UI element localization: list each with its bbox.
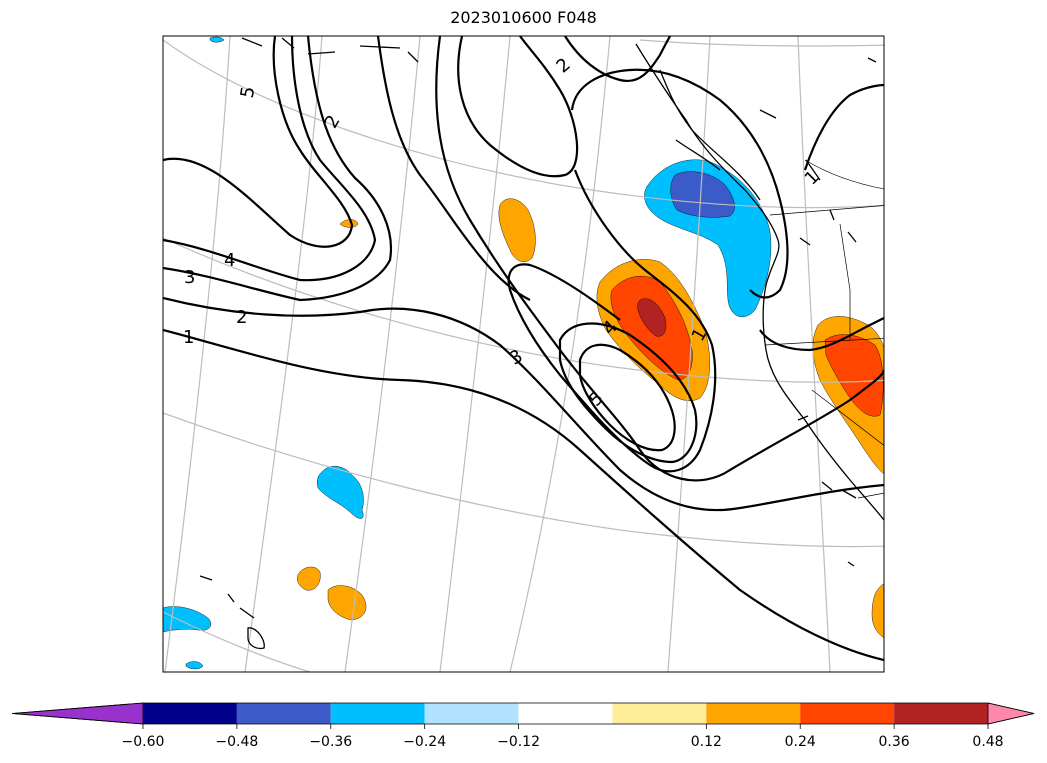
colorbar-tick-label: 0.24	[784, 734, 816, 750]
colorbar-bin	[612, 703, 707, 724]
political-boundaries	[764, 159, 884, 499]
positive-anomaly-small-1	[339, 219, 359, 228]
contour-label: 2	[236, 307, 247, 328]
graticule	[163, 36, 884, 672]
contour-1-east	[570, 68, 789, 299]
colorbar-tick-label: −0.36	[309, 734, 353, 750]
colorbar-bin	[236, 703, 331, 724]
contour-2-south	[163, 296, 884, 512]
contour-ridge-east	[564, 36, 671, 83]
colorbar-bin	[424, 703, 519, 724]
positive-anomaly-small-4	[871, 583, 884, 638]
colorbar-bin	[330, 703, 425, 724]
contour-2-north	[376, 36, 531, 301]
map-area: 5 2 2 4 3 2 1 3 4 5 1 1	[163, 36, 884, 672]
colorbar-tick-label: −0.48	[215, 734, 259, 750]
colorbar-bin	[706, 703, 801, 724]
colorbar-tick-label: −0.24	[403, 734, 447, 750]
contour-2-ridge	[457, 36, 579, 178]
map-title: 2023010600 F048	[450, 8, 597, 27]
contour-4-trough	[507, 169, 717, 473]
contour-3-mid	[435, 36, 884, 482]
contour-5-west	[163, 36, 354, 248]
contour-lines	[163, 36, 884, 662]
colorbar-bin	[518, 703, 613, 724]
contour-4-closed	[558, 322, 698, 464]
negative-anomaly-small-4	[209, 36, 225, 43]
colorbar-tick-label: 0.36	[878, 734, 910, 750]
colorbar-extend-high	[987, 702, 1035, 725]
colorbar	[11, 702, 1035, 729]
contour-label: 1	[183, 327, 194, 348]
positive-anomaly-main-core	[637, 298, 667, 337]
colorbar-tick-label: 0.48	[972, 734, 1004, 750]
negative-anomaly-small-2	[163, 606, 211, 633]
contour-label: 3	[184, 267, 195, 288]
coastlines	[199, 37, 884, 650]
contour-3-south	[163, 36, 393, 302]
colorbar-extend-low	[11, 702, 144, 725]
colorbar-bin	[894, 703, 988, 724]
contour-1	[163, 328, 884, 662]
positive-anomaly-small-3	[327, 585, 367, 621]
positive-anomaly-interior-inner	[824, 334, 884, 417]
colorbar-tick-label: −0.12	[497, 734, 540, 750]
contour-5-trough	[578, 343, 676, 452]
colorbar-bin	[143, 703, 237, 724]
contour-1-northeast	[803, 83, 884, 171]
contour-label: 5	[237, 85, 260, 100]
anomaly-fill	[163, 36, 884, 670]
contour-4-south	[163, 36, 377, 282]
colorbar-tick-label: −0.60	[121, 734, 165, 750]
map-frame	[162, 35, 885, 673]
positive-anomaly-ocean	[498, 198, 536, 262]
positive-anomaly-small-2	[297, 566, 321, 591]
colorbar-tick-label: 0.12	[690, 734, 722, 750]
negative-anomaly-small-3	[185, 661, 204, 670]
contour-1-east-south	[759, 317, 884, 352]
contour-label: 4	[224, 250, 235, 271]
colorbar-bin	[800, 703, 895, 724]
